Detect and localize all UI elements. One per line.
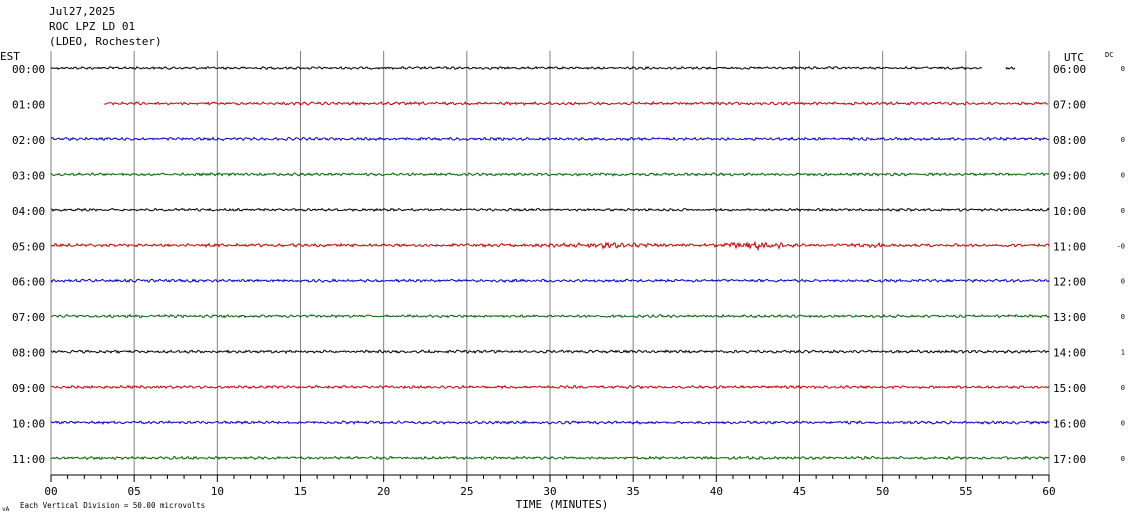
est-row-label: 08:00 [12, 347, 45, 360]
utc-row-label: 13:00 [1053, 311, 1086, 324]
header-station: ROC LPZ LD 01 [49, 20, 136, 33]
utc-row-label: 11:00 [1053, 240, 1086, 253]
x-tick-label: 55 [959, 485, 972, 498]
dc-offset-value: 0 [1121, 171, 1125, 179]
est-row-label: 01:00 [12, 98, 45, 111]
x-tick-label: 00 [44, 485, 57, 498]
trace-row-0800 [50, 349, 1050, 355]
trace-row-1000 [50, 419, 1050, 425]
utc-row-label: 15:00 [1053, 382, 1086, 395]
dc-offset-value: 0 [1121, 420, 1125, 428]
x-tick-label: 30 [543, 485, 556, 498]
utc-row-label: 07:00 [1053, 98, 1086, 111]
x-tick-label: 35 [627, 485, 640, 498]
dc-offset-value: 0 [1121, 207, 1125, 215]
x-tick-label: 45 [793, 485, 806, 498]
x-tick-label: 25 [460, 485, 473, 498]
dc-offset-value: 0 [1121, 384, 1125, 392]
trace-row-0000 [50, 65, 983, 71]
x-tick-label: 40 [710, 485, 723, 498]
x-tick-label: 15 [294, 485, 307, 498]
trace-row-0100 [103, 100, 1049, 106]
est-row-label: 05:00 [12, 240, 45, 253]
utc-row-label: 17:00 [1053, 453, 1086, 466]
utc-row-label: 09:00 [1053, 169, 1086, 182]
est-row-label: 02:00 [12, 134, 45, 147]
dc-label: DC [1105, 51, 1113, 59]
dc-offset-value: 0 [1121, 65, 1125, 73]
trace-row-0900 [50, 384, 1050, 390]
est-row-label: 04:00 [12, 205, 45, 218]
est-row-label: 07:00 [12, 311, 45, 324]
est-row-label: 10:00 [12, 418, 45, 431]
header-date: Jul27,2025 [49, 5, 116, 18]
x-tick-label: 05 [128, 485, 141, 498]
dc-offset-value: 0 [1121, 455, 1125, 463]
x-tick-label: 20 [377, 485, 390, 498]
est-row-label: 00:00 [12, 63, 45, 76]
x-tick-label: 10 [211, 485, 224, 498]
trace-row-0600 [50, 278, 1050, 284]
left-axis-label: EST [0, 50, 20, 63]
right-axis-label: UTC [1064, 51, 1084, 64]
trace-row-0000 [1005, 66, 1016, 70]
utc-row-label: 14:00 [1053, 347, 1086, 360]
x-axis-title: TIME (MINUTES) [516, 498, 609, 511]
corner-mark: vA [2, 506, 10, 513]
x-tick-label: 50 [876, 485, 889, 498]
dc-offset-value: 0 [1121, 136, 1125, 144]
trace-row-0200 [50, 136, 1050, 142]
header-location: (LDEO, Rochester) [49, 35, 162, 48]
est-row-label: 03:00 [12, 169, 45, 182]
grid-lines [50, 51, 1050, 482]
trace-row-0500 [50, 240, 1050, 252]
dc-offset-value: -0 [1117, 242, 1125, 250]
utc-row-label: 12:00 [1053, 276, 1086, 289]
trace-layer [50, 65, 1050, 461]
dc-offset-value: 0 [1121, 313, 1125, 321]
utc-row-label: 08:00 [1053, 134, 1086, 147]
dc-offset-value: 0 [1121, 278, 1125, 286]
trace-row-0700 [50, 313, 1050, 319]
scale-note: Each Vertical Division = 50.00 microvolt… [20, 501, 205, 510]
est-row-label: 06:00 [12, 276, 45, 289]
x-tick-label: 60 [1042, 485, 1055, 498]
est-row-label: 11:00 [12, 453, 45, 466]
est-row-label: 09:00 [12, 382, 45, 395]
utc-row-label: 16:00 [1053, 418, 1086, 431]
trace-row-1100 [50, 455, 1050, 461]
utc-row-label: 06:00 [1053, 63, 1086, 76]
utc-row-label: 10:00 [1053, 205, 1086, 218]
dc-offset-value: 1 [1121, 349, 1125, 357]
trace-row-0300 [50, 172, 1050, 177]
trace-row-0400 [50, 207, 1050, 212]
